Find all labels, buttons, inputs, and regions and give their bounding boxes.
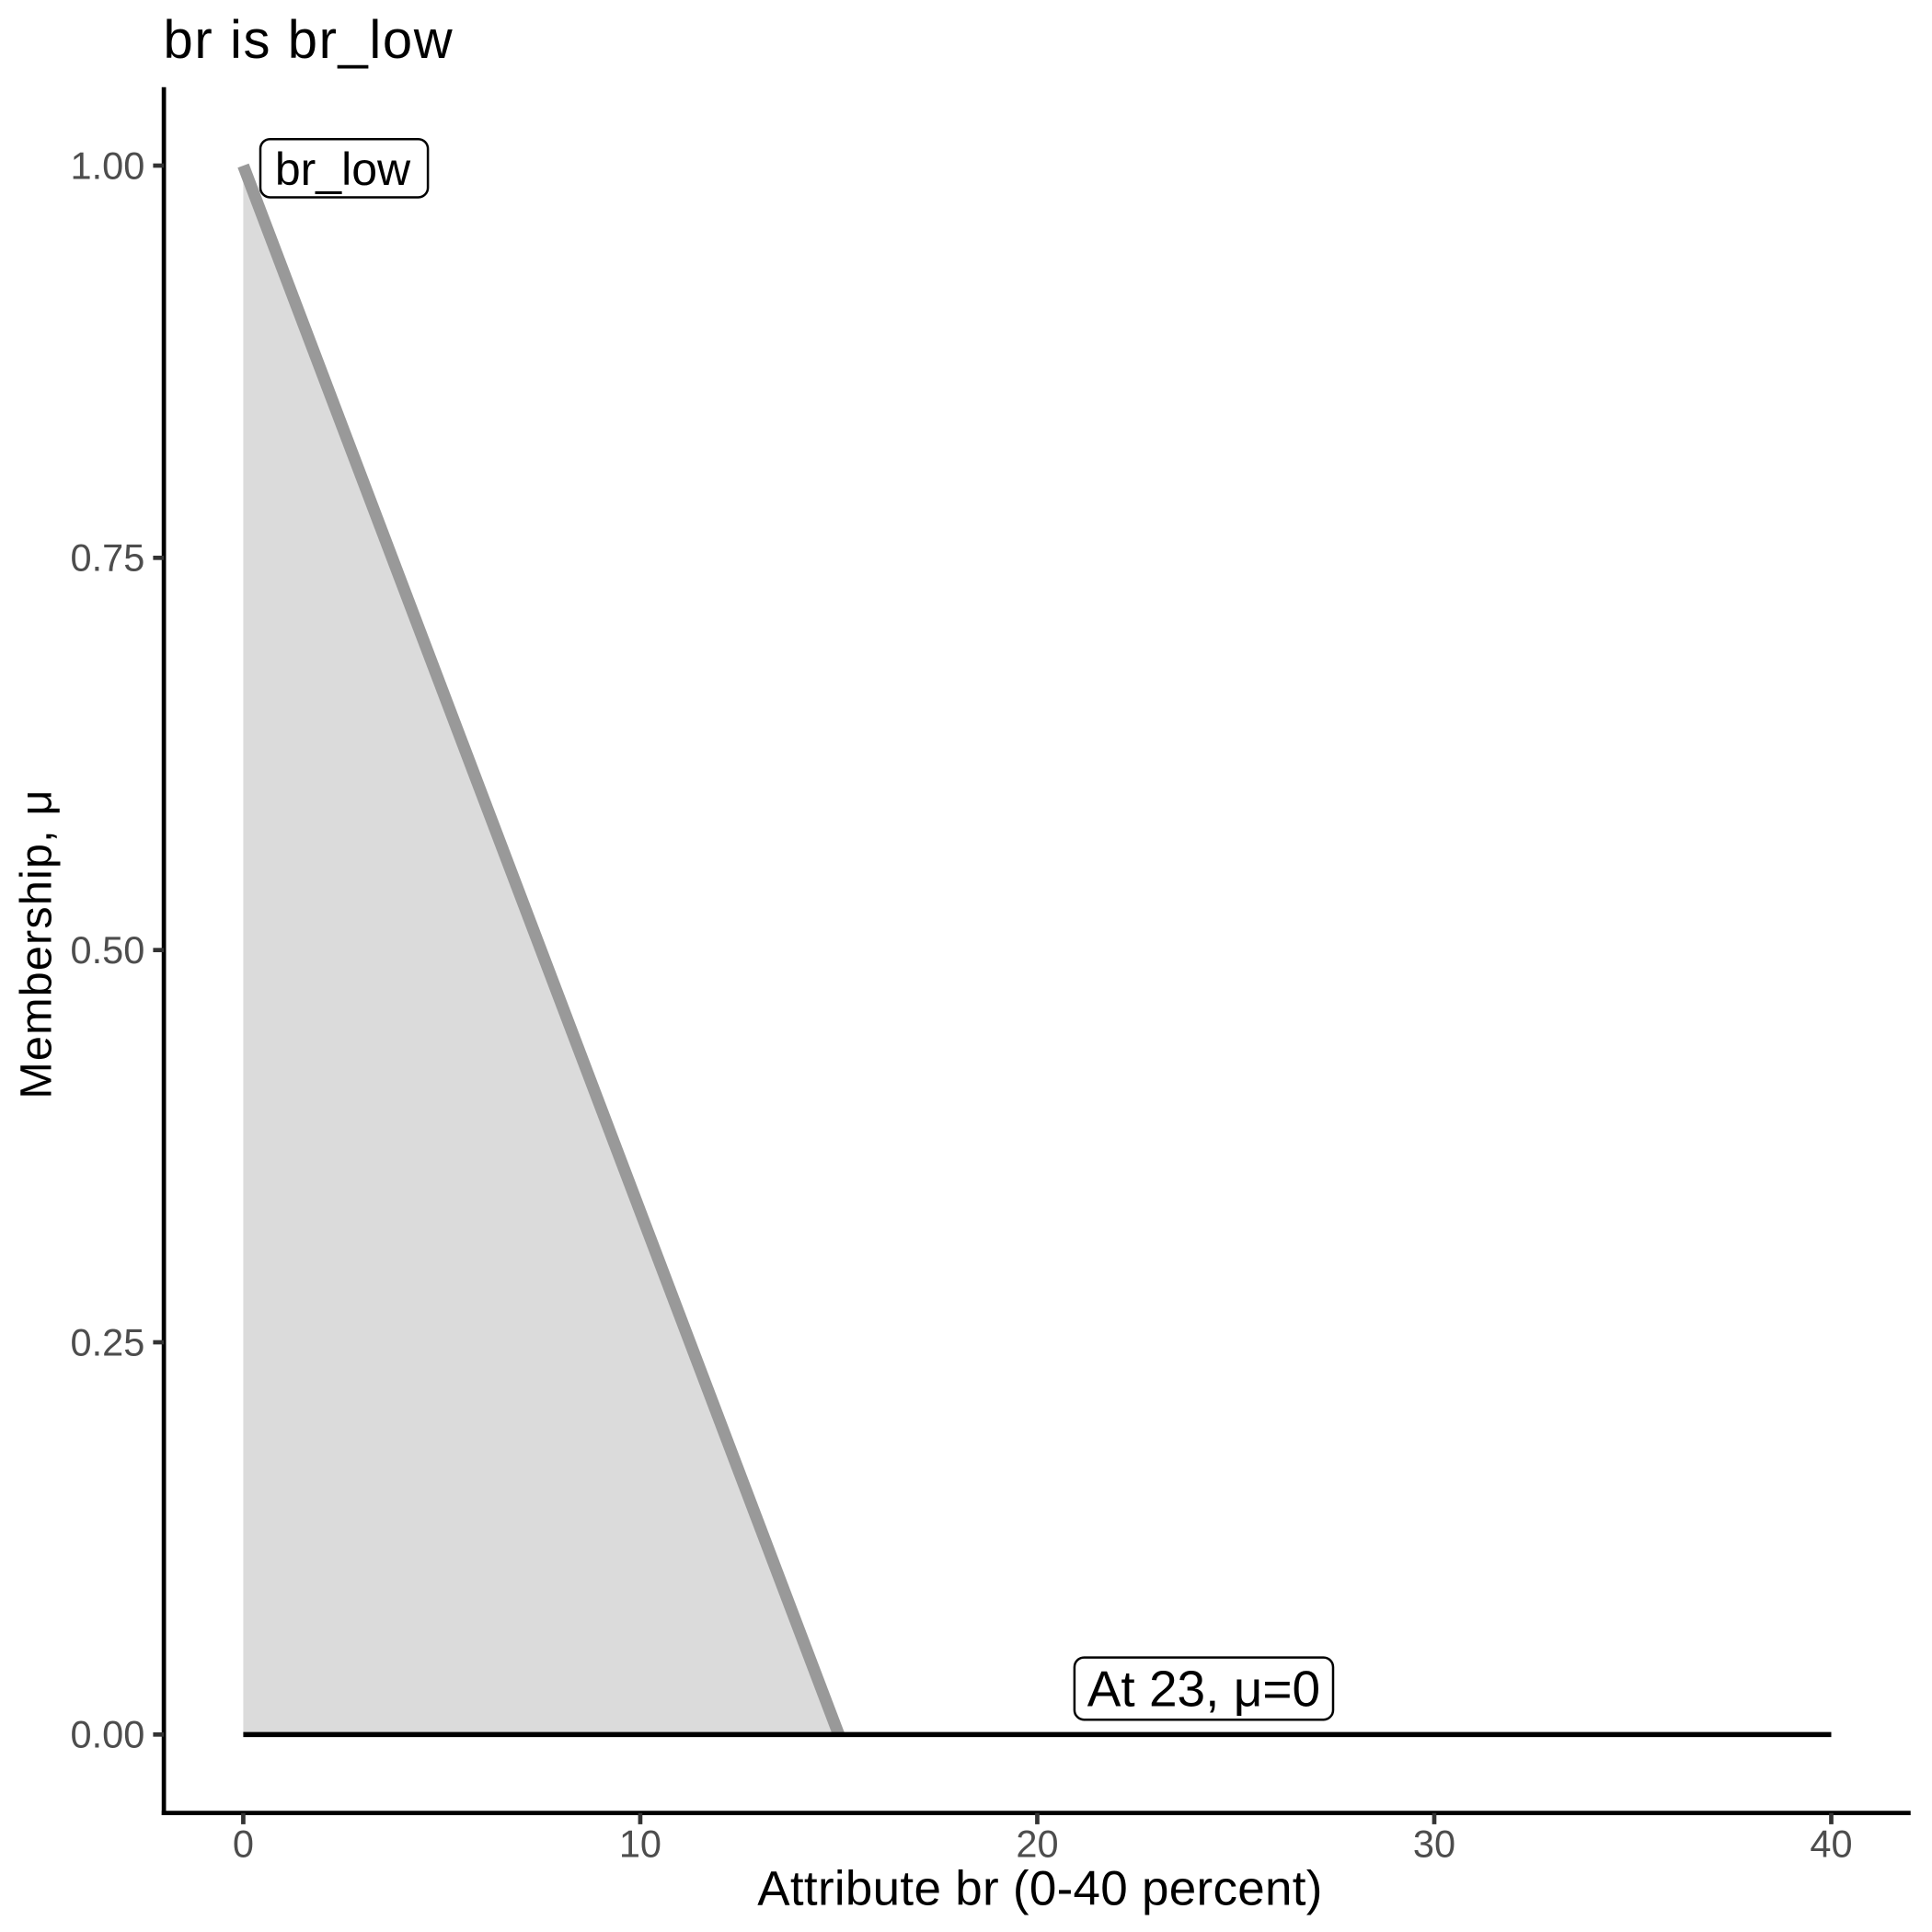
svg-text:br is br_low: br is br_low [164, 10, 454, 70]
svg-text:br_low: br_low [275, 144, 411, 195]
svg-text:At 23, μ=0: At 23, μ=0 [1087, 1661, 1320, 1718]
svg-text:Membership, μ: Membership, μ [12, 788, 62, 1098]
svg-text:40: 40 [1810, 1823, 1852, 1866]
svg-text:30: 30 [1413, 1823, 1455, 1866]
svg-text:0: 0 [233, 1823, 254, 1866]
svg-text:20: 20 [1016, 1823, 1058, 1866]
svg-text:0.00: 0.00 [71, 1713, 145, 1756]
svg-text:0.25: 0.25 [71, 1320, 145, 1363]
svg-text:0.75: 0.75 [71, 536, 145, 580]
svg-text:1.00: 1.00 [71, 144, 145, 187]
svg-text:10: 10 [619, 1823, 661, 1866]
svg-text:0.50: 0.50 [71, 928, 145, 972]
svg-text:Attribute br (0-40 percent): Attribute br (0-40 percent) [757, 1862, 1322, 1916]
